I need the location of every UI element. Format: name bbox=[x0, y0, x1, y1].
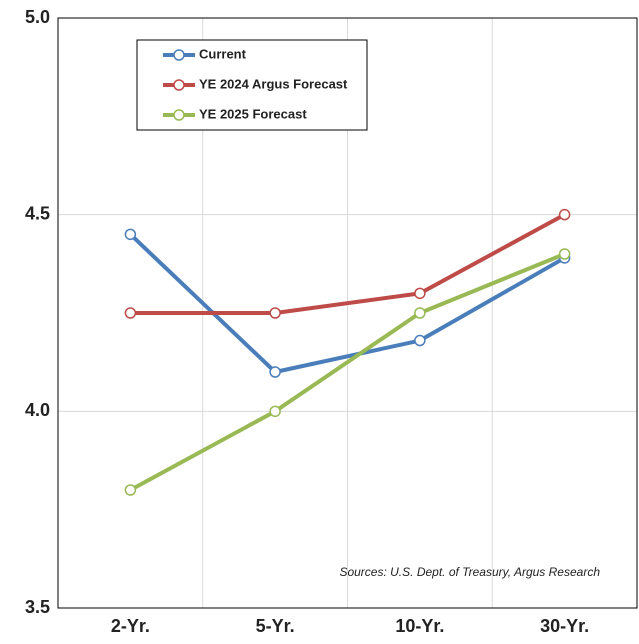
x-tick-label: 2-Yr. bbox=[111, 616, 150, 636]
y-tick-label: 4.5 bbox=[25, 203, 50, 223]
data-point bbox=[558, 248, 571, 260]
x-tick-label: 30-Yr. bbox=[540, 616, 589, 636]
plot-border bbox=[57, 17, 638, 609]
y-tick-label: 4.0 bbox=[25, 400, 50, 420]
legend-label: YE 2024 Argus Forecast bbox=[199, 76, 348, 91]
legend-label: Current bbox=[199, 46, 247, 61]
data-point bbox=[124, 484, 137, 496]
x-tick-label: 10-Yr. bbox=[395, 616, 444, 636]
y-tick-label: 3.5 bbox=[25, 597, 50, 617]
data-point bbox=[414, 307, 426, 319]
annotation: Sources: U.S. Dept. of Treasury, Argus R… bbox=[339, 565, 600, 579]
data-point bbox=[558, 208, 571, 221]
data-point bbox=[269, 307, 281, 319]
data-point bbox=[269, 366, 281, 378]
series-line bbox=[128, 232, 566, 374]
legend-marker bbox=[173, 109, 185, 121]
data-point bbox=[124, 307, 137, 319]
data-point bbox=[269, 405, 281, 418]
y-tick-label: 5.0 bbox=[25, 7, 50, 27]
legend-marker bbox=[173, 49, 185, 61]
series-line bbox=[129, 252, 566, 492]
data-point bbox=[124, 228, 137, 241]
series-line bbox=[130, 212, 566, 315]
legend-label: YE 2025 Forecast bbox=[199, 106, 307, 121]
legend-marker bbox=[173, 79, 185, 91]
data-point bbox=[414, 334, 426, 347]
data-point bbox=[414, 287, 426, 300]
x-tick-label: 5-Yr. bbox=[256, 616, 295, 636]
